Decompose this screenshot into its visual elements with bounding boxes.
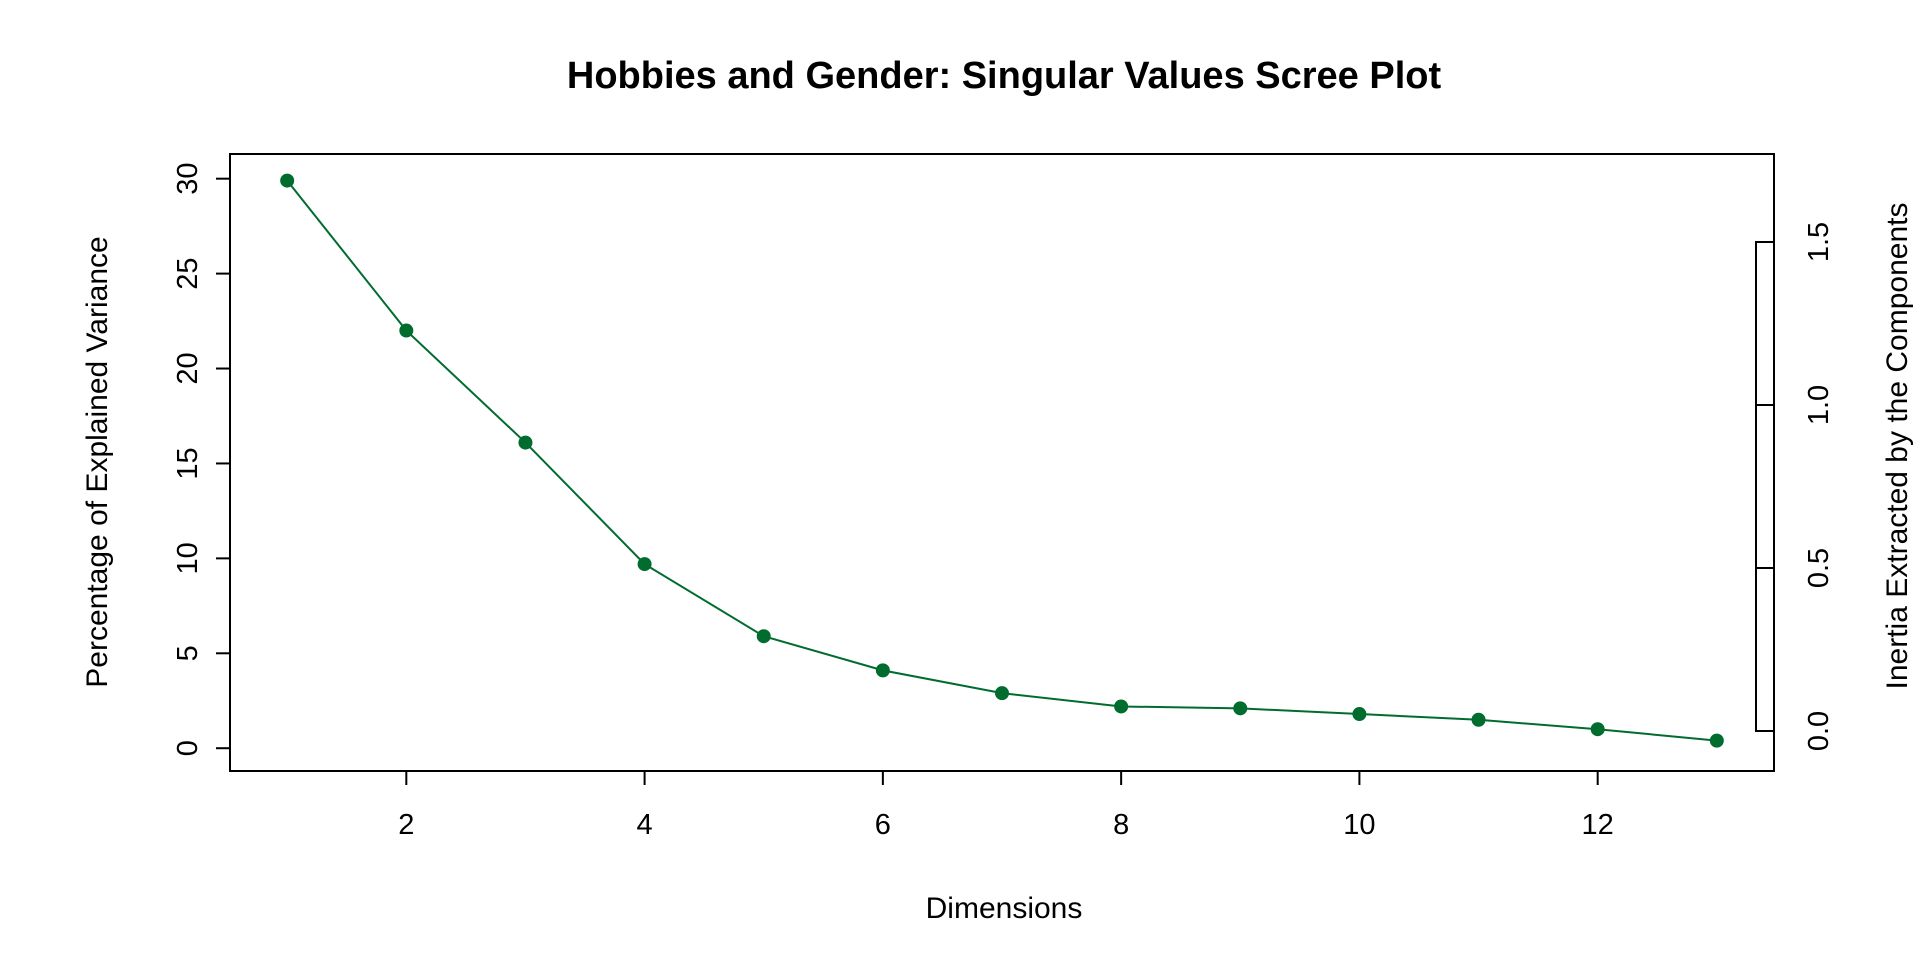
data-series — [280, 173, 1724, 748]
data-point — [1590, 722, 1605, 737]
data-point — [1233, 701, 1248, 716]
data-point — [1352, 707, 1367, 722]
data-point — [1709, 733, 1724, 748]
data-point — [637, 557, 652, 572]
y-tick-label: 20 — [172, 352, 204, 384]
y-tick-label: 10 — [172, 542, 204, 574]
x-tick-label: 8 — [1113, 809, 1129, 841]
y2-tick-label: 0.5 — [1803, 548, 1835, 588]
data-point — [399, 323, 414, 338]
series-line — [286, 179, 1717, 742]
y-tick-label: 15 — [172, 447, 204, 479]
y2-tick-label: 0.0 — [1803, 711, 1835, 751]
x-tick-label: 2 — [398, 809, 414, 841]
y2-axis-label: Inertia Extracted by the Components — [1881, 203, 1914, 690]
data-point — [875, 663, 890, 678]
y-tick-label: 30 — [172, 163, 204, 195]
y-tick-label: 5 — [172, 645, 204, 661]
y-axis-label: Percentage of Explained Variance — [81, 236, 114, 687]
y-axis-ticks: 0 5 10 15 20 25 30 — [172, 163, 231, 756]
y-tick-label: 25 — [172, 257, 204, 289]
x-tick-label: 6 — [875, 809, 891, 841]
inertia-bar — [1755, 241, 1775, 732]
x-tick-label: 10 — [1343, 809, 1375, 841]
data-point — [756, 629, 771, 644]
data-point — [995, 686, 1009, 701]
x-axis-label: Dimensions — [926, 892, 1083, 925]
x-axis-ticks: 2 4 6 8 10 12 — [398, 770, 1614, 841]
x-tick-label: 12 — [1582, 809, 1614, 841]
y2-tick-label: 1.5 — [1803, 222, 1835, 262]
x-tick-label: 4 — [637, 809, 653, 841]
data-point — [280, 173, 295, 188]
y-tick-label: 0 — [172, 740, 204, 756]
data-point — [1114, 699, 1129, 714]
plot-box — [229, 153, 1775, 772]
secondary-axis: 0.0 0.5 1.0 1.5 — [1755, 222, 1835, 751]
data-point — [518, 435, 533, 450]
y2-tick-label: 1.0 — [1803, 385, 1835, 425]
chart-title: Hobbies and Gender: Singular Values Scre… — [567, 55, 1442, 97]
data-point — [1471, 712, 1486, 727]
